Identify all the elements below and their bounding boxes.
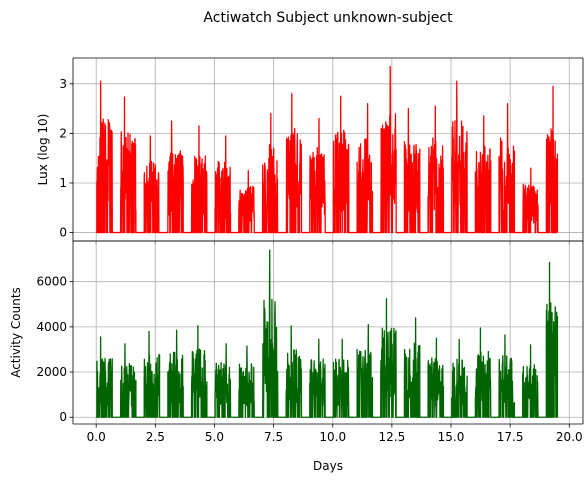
days-xlabel: Days xyxy=(313,459,343,473)
lux-series-line xyxy=(96,65,559,234)
lux-panel: 0 1 2 3 Lux (log 10) xyxy=(36,57,584,245)
lux-series xyxy=(96,65,559,234)
activity-ytick-label-3: 6000 xyxy=(36,275,67,289)
activity-xtick-label-3: 7.5 xyxy=(264,430,283,444)
activity-series-line xyxy=(96,249,559,418)
lux-ytick-label-0: 0 xyxy=(59,226,67,240)
activity-panel: 0 2000 4000 6000 0.0 2.5 5.0 7.5 10.0 12.5 15.0 17.… xyxy=(9,240,584,473)
activity-xtick-label-5: 12.5 xyxy=(379,430,406,444)
lux-ylabel: Lux (log 10) xyxy=(36,114,50,186)
activity-xtick-label-4: 10.0 xyxy=(319,430,346,444)
lux-ytick-label-1: 1 xyxy=(59,176,67,190)
chart-title: Actiwatch Subject unknown-subject xyxy=(203,10,453,26)
activity-xtick-label-1: 2.5 xyxy=(146,430,165,444)
activity-xtick-label-2: 5.0 xyxy=(205,430,224,444)
activity-ytick-label-2: 4000 xyxy=(36,320,67,334)
activity-ytick-label-0: 0 xyxy=(59,410,67,424)
lux-ytick-label-3: 3 xyxy=(59,77,67,91)
activity-ytick-label-1: 2000 xyxy=(36,365,67,379)
activity-ylabel: Activity Counts xyxy=(9,287,23,378)
activity-xtick-label-0: 0.0 xyxy=(87,430,106,444)
activity-xtick-label-6: 15.0 xyxy=(438,430,465,444)
activity-series xyxy=(96,249,559,418)
activity-xtick-label-7: 17.5 xyxy=(497,430,524,444)
activity-xtick-label-8: 20.0 xyxy=(556,430,583,444)
activity-axes: 0 2000 4000 6000 0.0 2.5 5.0 7.5 10.0 12.5 15.0 17.… xyxy=(36,240,584,444)
lux-ytick-label-2: 2 xyxy=(59,126,67,140)
